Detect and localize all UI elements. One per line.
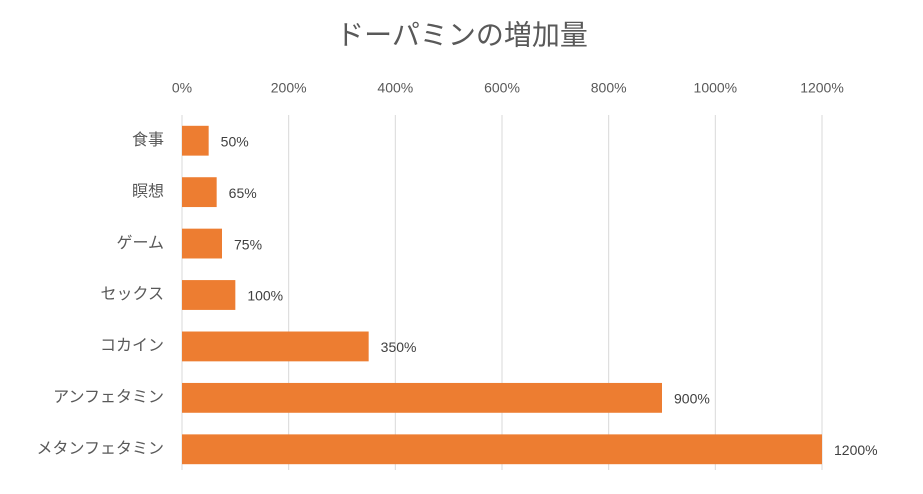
bar [182, 125, 209, 156]
y-tick-label: アンフェタミン [53, 388, 164, 406]
value-label: 350% [381, 339, 417, 355]
x-tick-label: 600% [484, 80, 520, 96]
bar [182, 382, 662, 413]
x-tick-label: 0% [172, 80, 192, 96]
x-tick-label: 1000% [694, 80, 738, 96]
value-label: 900% [674, 391, 710, 407]
bar [182, 228, 222, 259]
x-tick-label: 200% [271, 80, 307, 96]
y-tick-label: ゲーム [116, 234, 164, 252]
value-label: 65% [229, 185, 257, 201]
value-label: 75% [234, 236, 262, 252]
bar [182, 331, 369, 362]
value-label: 100% [247, 288, 283, 304]
value-label: 50% [221, 133, 249, 149]
y-tick-label: セックス [100, 285, 164, 303]
y-tick-label: コカイン [100, 338, 164, 355]
y-tick-label: 食事 [132, 131, 164, 149]
chart-title: ドーパミンの増加量 [336, 19, 588, 50]
value-label: 1200% [834, 442, 878, 458]
x-tick-label: 400% [377, 80, 413, 96]
x-tick-label: 800% [591, 80, 627, 96]
bar [182, 434, 822, 465]
bar [182, 177, 217, 208]
x-tick-label: 1200% [800, 80, 844, 96]
bar [182, 280, 236, 310]
y-tick-label: 瞑想 [132, 182, 164, 200]
y-tick-label: メタンフェタミン [36, 440, 164, 458]
